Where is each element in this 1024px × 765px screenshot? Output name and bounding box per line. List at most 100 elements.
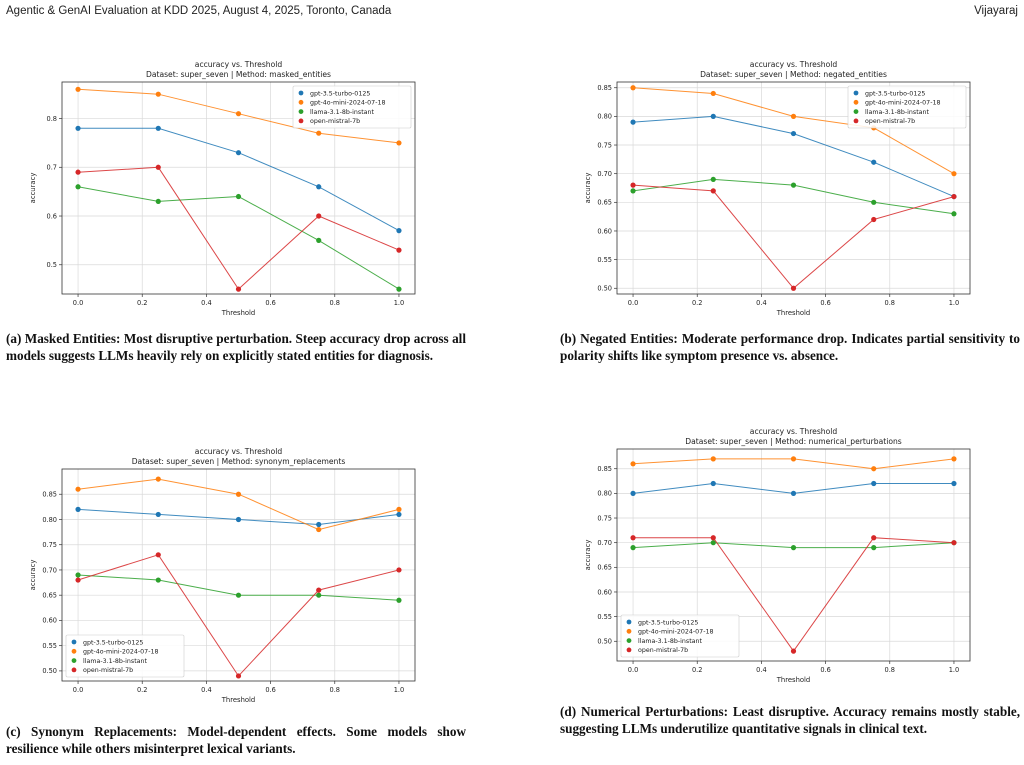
caption-b-text: Moderate performance drop. Indicates par… bbox=[560, 331, 1021, 363]
legend-label: llama-3.1-8b-instant bbox=[310, 109, 375, 116]
data-point-llama-3.1-8b-instant bbox=[75, 184, 81, 190]
data-point-llama-3.1-8b-instant bbox=[871, 545, 877, 551]
caption-a-label: (a) Masked Entities: bbox=[6, 331, 121, 346]
plot-frame bbox=[61, 468, 416, 682]
data-point-open-mistral-7b bbox=[316, 587, 322, 593]
legend-label: llama-3.1-8b-instant bbox=[865, 109, 930, 116]
data-point-gpt-4o-mini-2024-07-18 bbox=[951, 171, 957, 177]
data-point-gpt-3.5-turbo-0125 bbox=[235, 150, 242, 156]
y-tick-label: 0.85 bbox=[597, 465, 612, 473]
legend-marker bbox=[626, 628, 632, 634]
legend-label: gpt-4o-mini-2024-07-18 bbox=[310, 100, 385, 107]
x-tick-label: 0.0 bbox=[73, 299, 84, 307]
legend-marker bbox=[71, 658, 77, 663]
legend-marker bbox=[298, 99, 304, 105]
legend-label: gpt-3.5-turbo-0125 bbox=[638, 619, 698, 626]
data-point-open-mistral-7b bbox=[871, 535, 877, 541]
caption-c-text: Model-dependent effects. Some models sho… bbox=[6, 724, 466, 756]
x-tick-label: 1.0 bbox=[949, 666, 960, 674]
x-tick-label: 0.2 bbox=[137, 686, 148, 694]
caption-c-label: (c) Synonym Replacements: bbox=[6, 724, 177, 739]
chart-subtitle: Dataset: super_seven | Method: numerical… bbox=[685, 437, 902, 446]
data-point-gpt-3.5-turbo-0125 bbox=[316, 521, 322, 528]
x-tick-label: 1.0 bbox=[949, 299, 960, 307]
data-point-gpt-4o-mini-2024-07-18 bbox=[790, 456, 797, 462]
legend-box bbox=[620, 614, 740, 658]
data-point-gpt-4o-mini-2024-07-18 bbox=[155, 91, 161, 97]
x-tick-label: 0.4 bbox=[756, 666, 767, 674]
y-axis-label: accuracy bbox=[29, 173, 37, 204]
data-point-llama-3.1-8b-instant bbox=[630, 188, 636, 194]
y-tick-label: 0.75 bbox=[597, 141, 612, 149]
legend-box bbox=[847, 85, 967, 129]
legend-marker bbox=[853, 99, 859, 105]
y-tick-label: 0.70 bbox=[597, 539, 612, 547]
data-point-gpt-4o-mini-2024-07-18 bbox=[316, 130, 322, 136]
data-point-gpt-4o-mini-2024-07-18 bbox=[710, 456, 716, 462]
x-tick-label: 0.2 bbox=[692, 299, 703, 307]
y-tick-label: 0.50 bbox=[42, 667, 57, 675]
data-point-gpt-4o-mini-2024-07-18 bbox=[155, 476, 161, 482]
data-point-gpt-4o-mini-2024-07-18 bbox=[710, 90, 716, 97]
data-point-gpt-4o-mini-2024-07-18 bbox=[75, 486, 81, 492]
data-point-gpt-4o-mini-2024-07-18 bbox=[871, 466, 877, 472]
data-point-gpt-3.5-turbo-0125 bbox=[316, 184, 322, 190]
data-point-gpt-4o-mini-2024-07-18 bbox=[316, 526, 322, 533]
y-tick-label: 0.5 bbox=[47, 261, 58, 269]
data-point-gpt-3.5-turbo-0125 bbox=[710, 113, 716, 119]
series-line-gpt-3.5-turbo-0125 bbox=[78, 127, 400, 232]
y-tick-label: 0.80 bbox=[597, 113, 612, 121]
data-point-gpt-3.5-turbo-0125 bbox=[630, 490, 636, 496]
y-axis-label: accuracy bbox=[584, 540, 592, 571]
legend-marker bbox=[298, 109, 304, 114]
running-header-author: Vijayaraj bbox=[974, 5, 1018, 17]
data-point-gpt-3.5-turbo-0125 bbox=[951, 480, 957, 487]
data-point-open-mistral-7b bbox=[155, 164, 161, 170]
y-tick-label: 0.50 bbox=[597, 285, 612, 293]
legend-box bbox=[292, 85, 412, 129]
x-tick-label: 0.8 bbox=[885, 299, 896, 307]
y-axis-label: accuracy bbox=[584, 173, 592, 204]
data-point-llama-3.1-8b-instant bbox=[235, 193, 242, 200]
data-point-open-mistral-7b bbox=[396, 247, 402, 253]
legend-marker bbox=[853, 118, 859, 124]
data-point-open-mistral-7b bbox=[630, 182, 636, 188]
data-point-llama-3.1-8b-instant bbox=[316, 592, 322, 598]
y-tick-label: 0.70 bbox=[42, 566, 57, 574]
x-tick-label: 0.0 bbox=[628, 299, 639, 307]
x-tick-label: 0.2 bbox=[692, 666, 703, 674]
legend-marker bbox=[71, 648, 77, 654]
caption-d-label: (d) Numerical Perturbations: bbox=[560, 704, 728, 719]
data-point-llama-3.1-8b-instant bbox=[235, 592, 242, 598]
data-point-llama-3.1-8b-instant bbox=[316, 237, 322, 243]
x-tick-label: 0.4 bbox=[756, 299, 767, 307]
legend-label: gpt-3.5-turbo-0125 bbox=[83, 639, 143, 646]
y-tick-label: 0.60 bbox=[597, 227, 612, 235]
data-point-llama-3.1-8b-instant bbox=[710, 540, 716, 546]
x-tick-label: 1.0 bbox=[394, 686, 405, 694]
chart-title: accuracy vs. Threshold bbox=[750, 60, 838, 69]
data-point-gpt-4o-mini-2024-07-18 bbox=[75, 86, 81, 92]
x-tick-label: 0.6 bbox=[820, 666, 831, 674]
y-tick-label: 0.60 bbox=[42, 617, 57, 625]
caption-d: (d) Numerical Perturbations: Least disru… bbox=[560, 704, 1020, 737]
data-point-gpt-4o-mini-2024-07-18 bbox=[630, 461, 636, 467]
data-point-gpt-3.5-turbo-0125 bbox=[396, 511, 402, 518]
y-tick-label: 0.55 bbox=[597, 613, 612, 621]
data-point-open-mistral-7b bbox=[75, 169, 81, 175]
y-tick-label: 0.85 bbox=[42, 491, 57, 499]
y-tick-label: 0.75 bbox=[597, 514, 612, 522]
y-tick-label: 0.60 bbox=[597, 588, 612, 596]
caption-c: (c) Synonym Replacements: Model-dependen… bbox=[6, 724, 466, 757]
y-tick-label: 0.70 bbox=[597, 170, 612, 178]
legend-marker bbox=[853, 90, 859, 96]
chart-subtitle: Dataset: super_seven | Method: synonym_r… bbox=[132, 457, 346, 466]
series-line-llama-3.1-8b-instant bbox=[77, 186, 400, 290]
x-tick-label: 1.0 bbox=[394, 299, 405, 307]
running-header-venue: Agentic & GenAI Evaluation at KDD 2025, … bbox=[6, 5, 392, 17]
x-tick-label: 0.2 bbox=[137, 299, 148, 307]
legend-label: gpt-3.5-turbo-0125 bbox=[865, 90, 925, 97]
x-tick-label: 0.8 bbox=[330, 686, 341, 694]
